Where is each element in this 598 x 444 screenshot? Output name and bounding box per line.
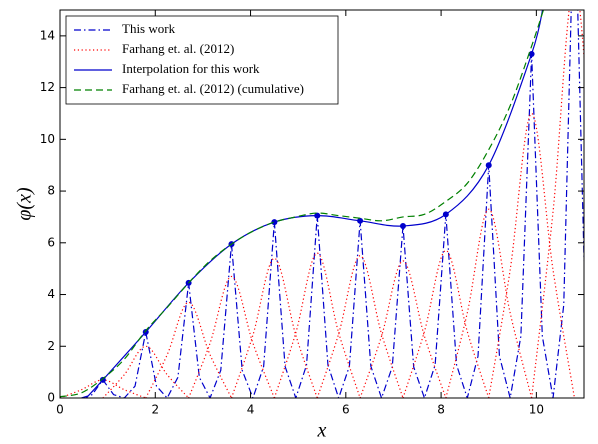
data-point bbox=[314, 212, 321, 219]
y-axis-label: φ(x) bbox=[14, 187, 36, 221]
x-tick-label: 6 bbox=[342, 403, 350, 417]
y-tick-label: 10 bbox=[40, 132, 55, 146]
x-tick-label: 0 bbox=[56, 403, 64, 417]
plot-area bbox=[60, 10, 584, 398]
data-point bbox=[142, 329, 149, 336]
data-point bbox=[271, 219, 278, 226]
y-tick-label: 8 bbox=[47, 184, 55, 198]
y-tick-label: 0 bbox=[47, 391, 55, 405]
y-tick-label: 14 bbox=[40, 28, 55, 42]
legend-label: This work bbox=[122, 21, 176, 36]
legend-label: Interpolation for this work bbox=[122, 61, 260, 76]
data-point bbox=[442, 211, 449, 218]
x-tick-label: 2 bbox=[151, 403, 159, 417]
legend-label: Farhang et. al. (2012) bbox=[122, 41, 234, 56]
data-point bbox=[399, 222, 406, 229]
legend-label: Farhang et. al. (2012) (cumulative) bbox=[122, 81, 304, 96]
x-axis-label: x bbox=[317, 420, 327, 442]
x-tick-label: 8 bbox=[437, 403, 445, 417]
data-point bbox=[357, 217, 364, 224]
y-tick-label: 6 bbox=[47, 235, 55, 249]
axes-frame bbox=[59, 9, 585, 399]
data-point bbox=[528, 50, 535, 57]
legend-box bbox=[65, 15, 339, 105]
x-tick-label: 4 bbox=[247, 403, 255, 417]
x-tick-label: 10 bbox=[529, 403, 544, 417]
y-tick-label: 12 bbox=[40, 80, 55, 94]
y-tick-label: 4 bbox=[47, 287, 55, 301]
legend: This work Farhang et. al. (2012) Interpola… bbox=[65, 15, 339, 105]
data-point bbox=[485, 162, 492, 169]
y-tick-label: 2 bbox=[47, 339, 55, 353]
data-point bbox=[99, 376, 106, 383]
